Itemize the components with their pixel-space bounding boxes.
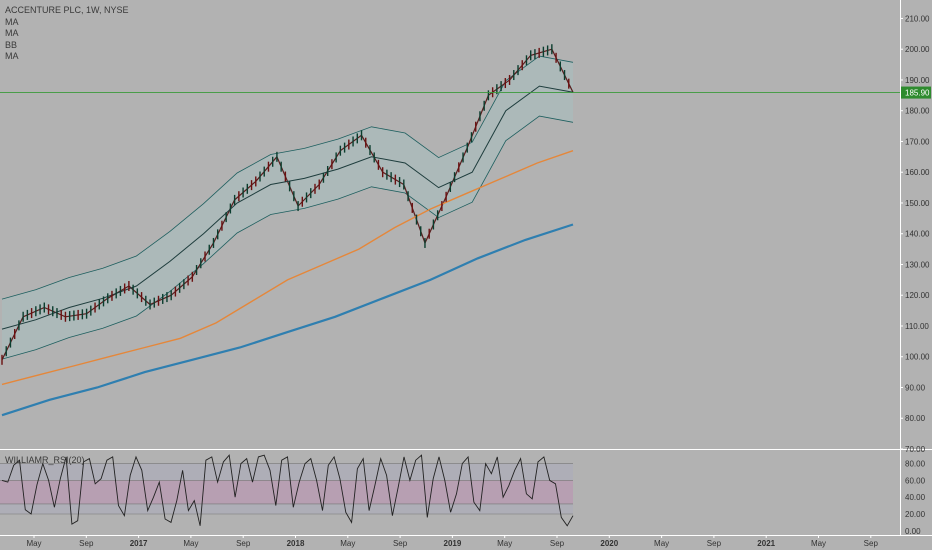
rsi-y-tick-label: 60.00	[905, 476, 926, 485]
x-tick-label: May	[26, 539, 41, 548]
x-tick-label: 2019	[444, 539, 462, 548]
y-tick-label: 110.00	[905, 322, 929, 331]
y-tick-label: 190.00	[905, 76, 930, 85]
y-tick-label: 80.00	[905, 414, 926, 423]
y-tick-label: 120.00	[905, 291, 930, 300]
x-tick-label: Sep	[707, 539, 722, 548]
chart-title: ACCENTURE PLC, 1W, NYSE	[5, 5, 129, 15]
rsi-band	[0, 480, 573, 504]
y-tick-label: 170.00	[905, 137, 930, 146]
x-tick-label: May	[340, 539, 355, 548]
y-tick-label: 180.00	[905, 107, 930, 116]
rsi-y-tick-label: 20.00	[905, 510, 926, 519]
x-tick-label: 2021	[757, 539, 775, 548]
chart-legend: ACCENTURE PLC, 1W, NYSE MA MA BB MA	[5, 5, 129, 63]
x-tick-label: Sep	[393, 539, 408, 548]
y-tick-label: 90.00	[905, 383, 926, 392]
main-pane	[0, 0, 900, 449]
x-tick-label: Sep	[236, 539, 251, 548]
x-tick-label: 2020	[600, 539, 618, 548]
indicator-label[interactable]: BB	[5, 39, 18, 50]
x-tick-label: Sep	[864, 539, 879, 548]
y-tick-label: 100.00	[905, 353, 930, 362]
rsi-y-tick-label: 40.00	[905, 493, 926, 502]
last-price-label: 185.90	[905, 89, 930, 98]
y-tick-label: 130.00	[905, 260, 930, 269]
bollinger-band-fill	[2, 56, 573, 360]
x-tick-label: 2018	[287, 539, 305, 548]
x-tick-label: May	[183, 539, 198, 548]
series-line	[1, 85, 574, 330]
bollinger-band-upper	[1, 55, 574, 300]
y-tick-label: 140.00	[905, 230, 930, 239]
series-line	[1, 150, 574, 386]
rsi-title[interactable]: WILLIAMR_RSI(20)	[5, 455, 85, 465]
indicator-label[interactable]: MA	[5, 16, 19, 27]
x-tick-label: May	[654, 539, 669, 548]
indicator-label[interactable]: MA	[5, 51, 19, 61]
rsi-line	[1, 454, 574, 527]
y-tick-label: 160.00	[905, 168, 930, 177]
bollinger-band-lower	[1, 115, 574, 360]
rsi-y-tick-label: 0.00	[905, 527, 921, 536]
y-tick-label: 150.00	[905, 199, 930, 208]
series-line	[1, 223, 574, 417]
y-tick-label: 210.00	[905, 14, 930, 23]
x-tick-label: May	[811, 539, 826, 548]
y-tick-label: 200.00	[905, 45, 930, 54]
indicator-label[interactable]: MA	[5, 28, 19, 38]
x-tick-label: Sep	[79, 539, 94, 548]
x-tick-label: May	[497, 539, 512, 548]
x-tick-label: 2017	[130, 539, 148, 548]
rsi-y-tick-label: 80.00	[905, 460, 926, 469]
y-tick-label: 70.00	[905, 445, 926, 454]
last-price-badge	[901, 86, 931, 99]
x-tick-label: Sep	[550, 539, 565, 548]
